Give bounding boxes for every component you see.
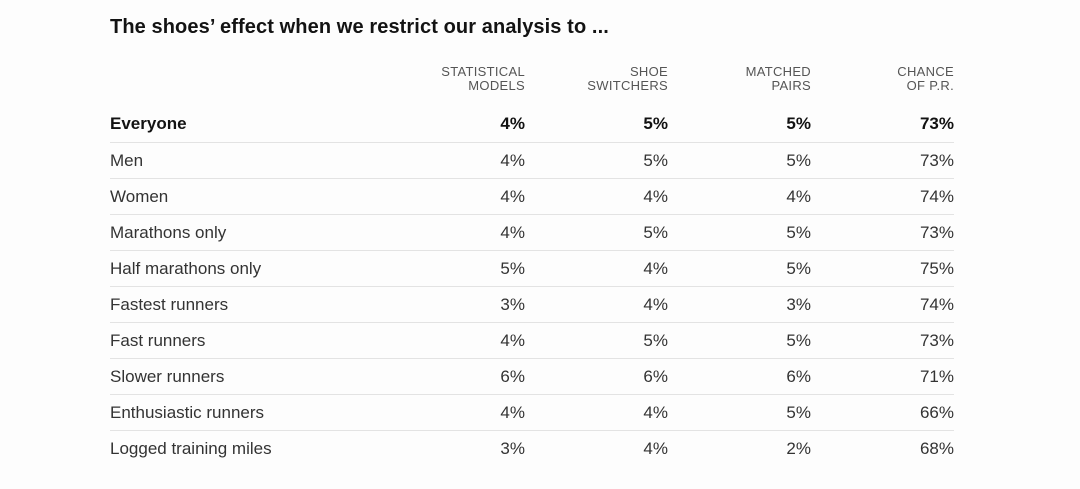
cell-statistical-models: 4%	[500, 186, 525, 206]
row-label: Logged training miles	[110, 438, 272, 458]
table-row: Marathons only 4% 5% 5% 73%	[110, 214, 954, 250]
cell-statistical-models: 4%	[500, 402, 525, 422]
cell-statistical-models: 3%	[500, 438, 525, 458]
table-row: Half marathons only 5% 4% 5% 75%	[110, 250, 954, 286]
cell-chance-of-pr: 74%	[919, 186, 954, 206]
cell-statistical-models: 4%	[500, 330, 525, 350]
cell-matched-pairs: 5%	[786, 402, 811, 422]
cell-shoe-switchers: 4%	[643, 294, 668, 314]
cell-shoe-switchers: 4%	[643, 258, 668, 278]
column-header-matched-pairs: MATCHED PAIRS	[668, 65, 811, 93]
page-title: The shoes’ effect when we restrict our a…	[110, 16, 609, 38]
cell-chance-of-pr: 71%	[919, 366, 954, 386]
row-label: Women	[110, 186, 169, 206]
row-label: Men	[110, 150, 144, 170]
table-row: Fastest runners 3% 4% 3% 74%	[110, 286, 954, 322]
column-header-line: MATCHED	[745, 64, 811, 79]
cell-matched-pairs: 4%	[786, 186, 811, 206]
cell-chance-of-pr: 73%	[919, 114, 954, 133]
column-header-shoe-switchers: SHOE SWITCHERS	[525, 65, 668, 93]
table-row: Everyone 4% 5% 5% 73%	[110, 106, 954, 142]
cell-chance-of-pr: 66%	[919, 402, 954, 422]
cell-chance-of-pr: 73%	[919, 330, 954, 350]
column-header-chance-of-pr: CHANCE OF P.R.	[811, 65, 954, 93]
shoes-effect-page: The shoes’ effect when we restrict our a…	[110, 16, 954, 466]
column-header-line: CHANCE	[897, 64, 954, 79]
cell-shoe-switchers: 5%	[643, 222, 668, 242]
cell-matched-pairs: 5%	[786, 330, 811, 350]
cell-matched-pairs: 2%	[786, 438, 811, 458]
row-label: Enthusiastic runners	[110, 402, 265, 422]
cell-chance-of-pr: 73%	[919, 222, 954, 242]
column-header-line: OF P.R.	[906, 78, 954, 93]
table-row: Enthusiastic runners 4% 4% 5% 66%	[110, 394, 954, 430]
cell-shoe-switchers: 5%	[643, 150, 668, 170]
cell-statistical-models: 4%	[500, 222, 525, 242]
table-row: Fast runners 4% 5% 5% 73%	[110, 322, 954, 358]
cell-matched-pairs: 3%	[786, 294, 811, 314]
table-body: Everyone 4% 5% 5% 73% Men 4% 5% 5% 73% W…	[110, 106, 954, 466]
cell-chance-of-pr: 75%	[919, 258, 954, 278]
column-header-line: MODELS	[468, 78, 525, 93]
row-label: Fastest runners	[110, 294, 229, 314]
row-label: Marathons only	[110, 222, 227, 242]
table-row: Men 4% 5% 5% 73%	[110, 142, 954, 178]
cell-matched-pairs: 6%	[786, 366, 811, 386]
cell-matched-pairs: 5%	[786, 150, 811, 170]
row-label: Everyone	[110, 114, 187, 133]
row-label: Slower runners	[110, 366, 225, 386]
column-header-statistical-models: STATISTICAL MODELS	[380, 65, 525, 93]
cell-statistical-models: 4%	[500, 114, 525, 133]
column-header-line: PAIRS	[771, 78, 811, 93]
shoes-effect-table: STATISTICAL MODELS SHOE SWITCHERS MATCHED P…	[110, 65, 954, 466]
cell-shoe-switchers: 6%	[643, 366, 668, 386]
cell-chance-of-pr: 68%	[919, 438, 954, 458]
table-row: Logged training miles 3% 4% 2% 68%	[110, 430, 954, 466]
cell-shoe-switchers: 4%	[643, 186, 668, 206]
cell-statistical-models: 4%	[500, 150, 525, 170]
column-header-line: STATISTICAL	[441, 64, 525, 79]
cell-chance-of-pr: 74%	[919, 294, 954, 314]
table-row: Women 4% 4% 4% 74%	[110, 178, 954, 214]
cell-statistical-models: 3%	[500, 294, 525, 314]
cell-matched-pairs: 5%	[786, 222, 811, 242]
column-header-line: SHOE	[629, 64, 668, 79]
column-header-line: SWITCHERS	[587, 78, 668, 93]
cell-matched-pairs: 5%	[786, 114, 811, 133]
cell-shoe-switchers: 5%	[643, 114, 668, 133]
table-row: Slower runners 6% 6% 6% 71%	[110, 358, 954, 394]
row-label: Fast runners	[110, 330, 206, 350]
cell-statistical-models: 6%	[500, 366, 525, 386]
cell-shoe-switchers: 4%	[643, 402, 668, 422]
cell-matched-pairs: 5%	[786, 258, 811, 278]
cell-chance-of-pr: 73%	[919, 150, 954, 170]
cell-shoe-switchers: 4%	[643, 438, 668, 458]
table-header-row: STATISTICAL MODELS SHOE SWITCHERS MATCHED P…	[110, 65, 954, 106]
cell-shoe-switchers: 5%	[643, 330, 668, 350]
row-label: Half marathons only	[110, 258, 262, 278]
cell-statistical-models: 5%	[500, 258, 525, 278]
